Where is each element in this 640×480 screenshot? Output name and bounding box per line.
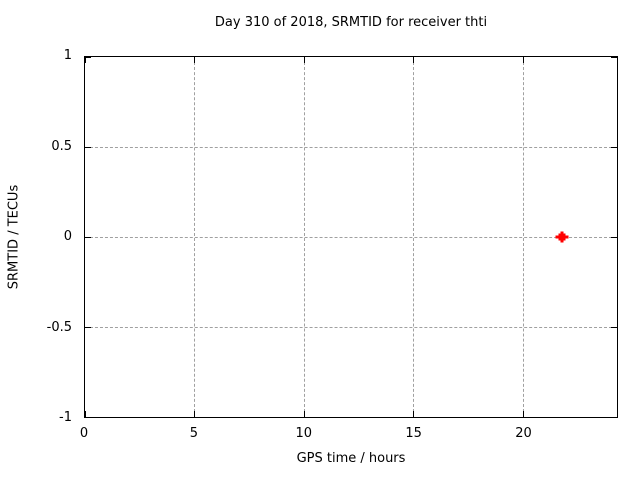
x-tick-mark: [413, 57, 415, 63]
y-tick-labels: -1 -0.5 0 0.5 1: [0, 48, 72, 425]
x-tick-label: 10: [295, 426, 313, 441]
x-axis-label: GPS time / hours: [296, 451, 406, 466]
y-tick-mark: [611, 147, 617, 148]
x-tick-mark: [85, 57, 86, 63]
plot-area: [84, 56, 618, 418]
y-tick-mark: [85, 237, 91, 238]
y-tick-label: -0.5: [46, 319, 72, 335]
x-tick-label: 0: [79, 426, 89, 441]
y-tick-mark: [611, 237, 617, 238]
x-tick-mark: [303, 57, 305, 63]
x-tick-mark: [522, 411, 524, 417]
y-tick-mark: [85, 57, 91, 58]
x-tick-labels: 0 5 10 15 20: [80, 426, 618, 442]
x-tick-mark: [413, 411, 415, 417]
x-tick-mark: [303, 411, 305, 417]
x-tick-label: 15: [405, 426, 422, 441]
x-tick-mark: [85, 411, 86, 417]
x-tick-label: 5: [189, 426, 199, 441]
y-tick-mark: [85, 327, 91, 328]
y-tick-mark: [611, 327, 617, 328]
chart-title: Day 310 of 2018, SRMTID for receiver tht…: [214, 15, 488, 30]
marker-part: [558, 233, 566, 241]
y-gridline: [85, 327, 617, 328]
x-tick-mark: [194, 411, 196, 417]
x-tick-label: 20: [515, 426, 532, 441]
x-tick-mark: [522, 57, 524, 63]
y-tick-mark: [611, 57, 617, 58]
y-tick-label: -1: [59, 410, 72, 425]
data-point-marker: [555, 231, 569, 243]
y-gridline: [85, 237, 617, 238]
y-gridline: [85, 147, 617, 148]
y-tick-mark: [611, 417, 617, 418]
y-tick-label: 1: [63, 48, 72, 63]
y-tick-mark: [85, 147, 91, 148]
x-tick-mark: [194, 57, 196, 63]
y-tick-mark: [85, 417, 91, 418]
y-tick-label: 0: [63, 229, 72, 244]
y-tick-label: 0.5: [51, 138, 72, 154]
